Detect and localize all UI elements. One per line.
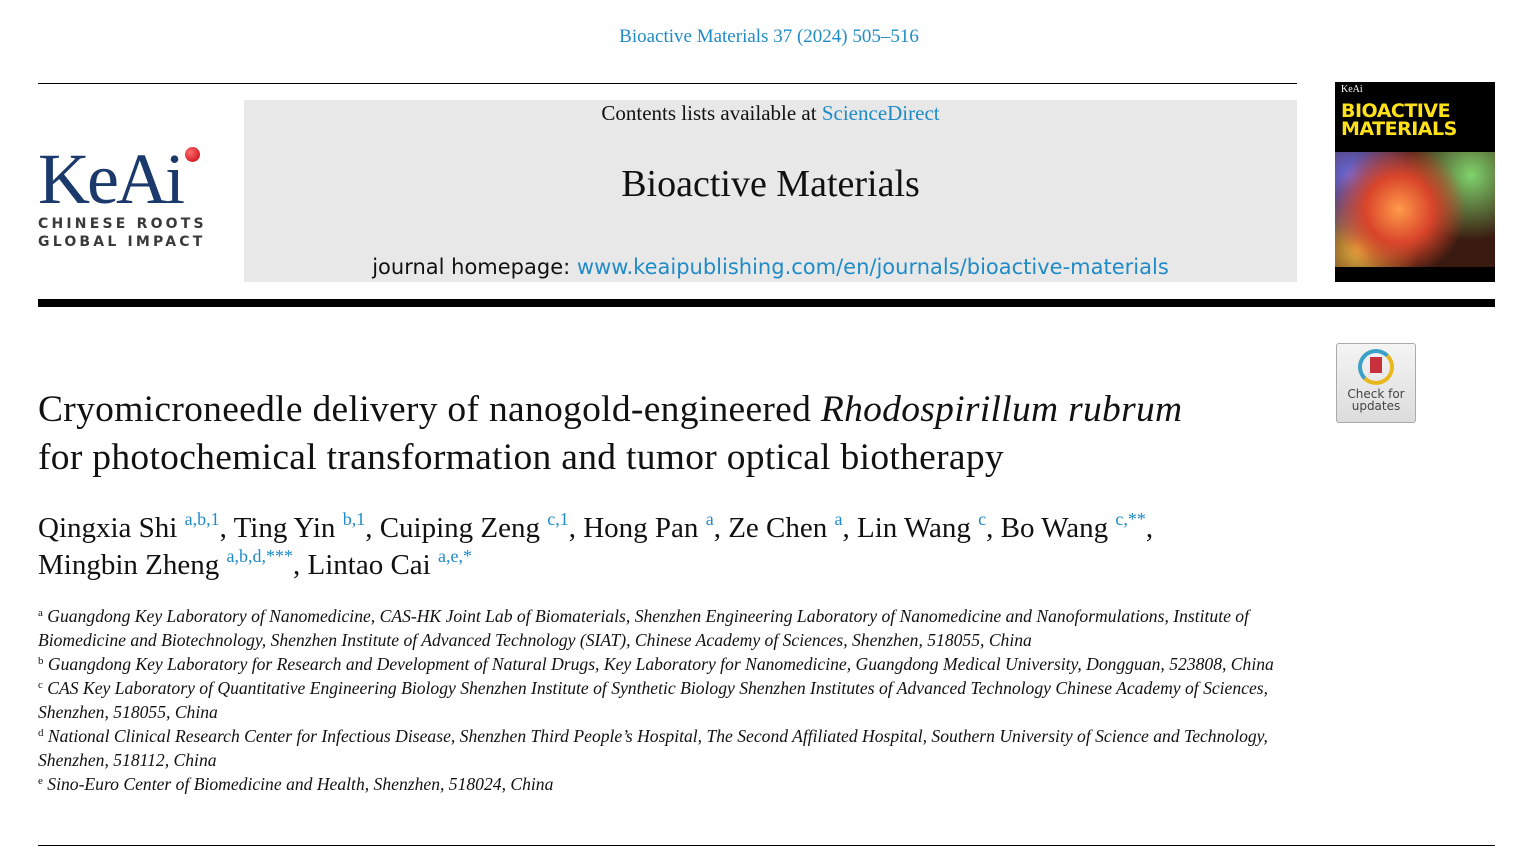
affiliation: d National Clinical Research Center for … bbox=[38, 726, 1268, 770]
article-title: Cryomicroneedle delivery of nanogold-eng… bbox=[38, 389, 1183, 478]
affiliation: e Sino-Euro Center of Biomedicine and He… bbox=[38, 774, 554, 794]
logo-tagline-2: GLOBAL IMPACT bbox=[38, 234, 206, 250]
author[interactable]: Ting Yin b,1 bbox=[233, 509, 366, 544]
affiliation: a Guangdong Key Laboratory of Nanomedici… bbox=[38, 606, 1249, 650]
divider bbox=[38, 845, 1495, 846]
logo-wordmark: KeAi bbox=[38, 143, 208, 215]
header-divider bbox=[38, 299, 1495, 307]
divider bbox=[38, 83, 1297, 84]
author[interactable]: Mingbin Zheng a,b,d,*** bbox=[38, 546, 293, 581]
check-line-1: Check for bbox=[1347, 387, 1405, 401]
check-for-updates-button[interactable]: Check for updates bbox=[1336, 343, 1416, 423]
author[interactable]: Qingxia Shi a,b,1 bbox=[38, 509, 220, 544]
author-list: Qingxia Shi a,b,1, Ting Yin b,1, Cuiping… bbox=[38, 509, 1154, 581]
crossmark-icon bbox=[1358, 349, 1394, 385]
logo-tagline-1: CHINESE ROOTS bbox=[38, 216, 207, 232]
sciencedirect-link[interactable]: ScienceDirect bbox=[821, 101, 940, 125]
cover-publisher: KeAi bbox=[1341, 84, 1363, 95]
author[interactable]: Ze Chen a bbox=[728, 509, 843, 544]
journal-reference[interactable]: Bioactive Materials 37 (2024) 505–516 bbox=[619, 26, 919, 47]
author[interactable]: Hong Pan a bbox=[583, 509, 714, 544]
check-line-2: updates bbox=[1351, 399, 1401, 413]
author[interactable]: Cuiping Zeng c,1 bbox=[379, 509, 569, 544]
logo-dot-icon bbox=[185, 147, 200, 162]
homepage-prefix: journal homepage: bbox=[372, 255, 577, 279]
affiliation: b Guangdong Key Laboratory for Research … bbox=[38, 654, 1274, 674]
author[interactable]: Lintao Cai a,e,* bbox=[307, 546, 472, 581]
journal-title: Bioactive Materials bbox=[621, 163, 920, 205]
contents-line: Contents lists available at ScienceDirec… bbox=[244, 101, 1297, 126]
journal-banner: Contents lists available at ScienceDirec… bbox=[244, 100, 1297, 282]
cover-image bbox=[1335, 152, 1495, 267]
affiliation: c CAS Key Laboratory of Quantitative Eng… bbox=[38, 678, 1269, 722]
author[interactable]: Bo Wang c,** bbox=[1000, 509, 1146, 544]
author[interactable]: Lin Wang c bbox=[857, 509, 987, 544]
homepage-link[interactable]: www.keaipublishing.com/en/journals/bioac… bbox=[576, 255, 1169, 279]
keai-logo[interactable]: KeAi CHINESE ROOTS GLOBAL IMPACT bbox=[38, 143, 208, 253]
homepage-line: journal homepage: www.keaipublishing.com… bbox=[244, 255, 1297, 279]
journal-cover[interactable]: KeAi BIOACTIVE MATERIALS bbox=[1335, 82, 1495, 282]
affiliations: a Guangdong Key Laboratory of Nanomedici… bbox=[38, 604, 1308, 796]
cover-title: BIOACTIVE MATERIALS bbox=[1341, 100, 1457, 140]
contents-prefix: Contents lists available at bbox=[601, 101, 822, 125]
